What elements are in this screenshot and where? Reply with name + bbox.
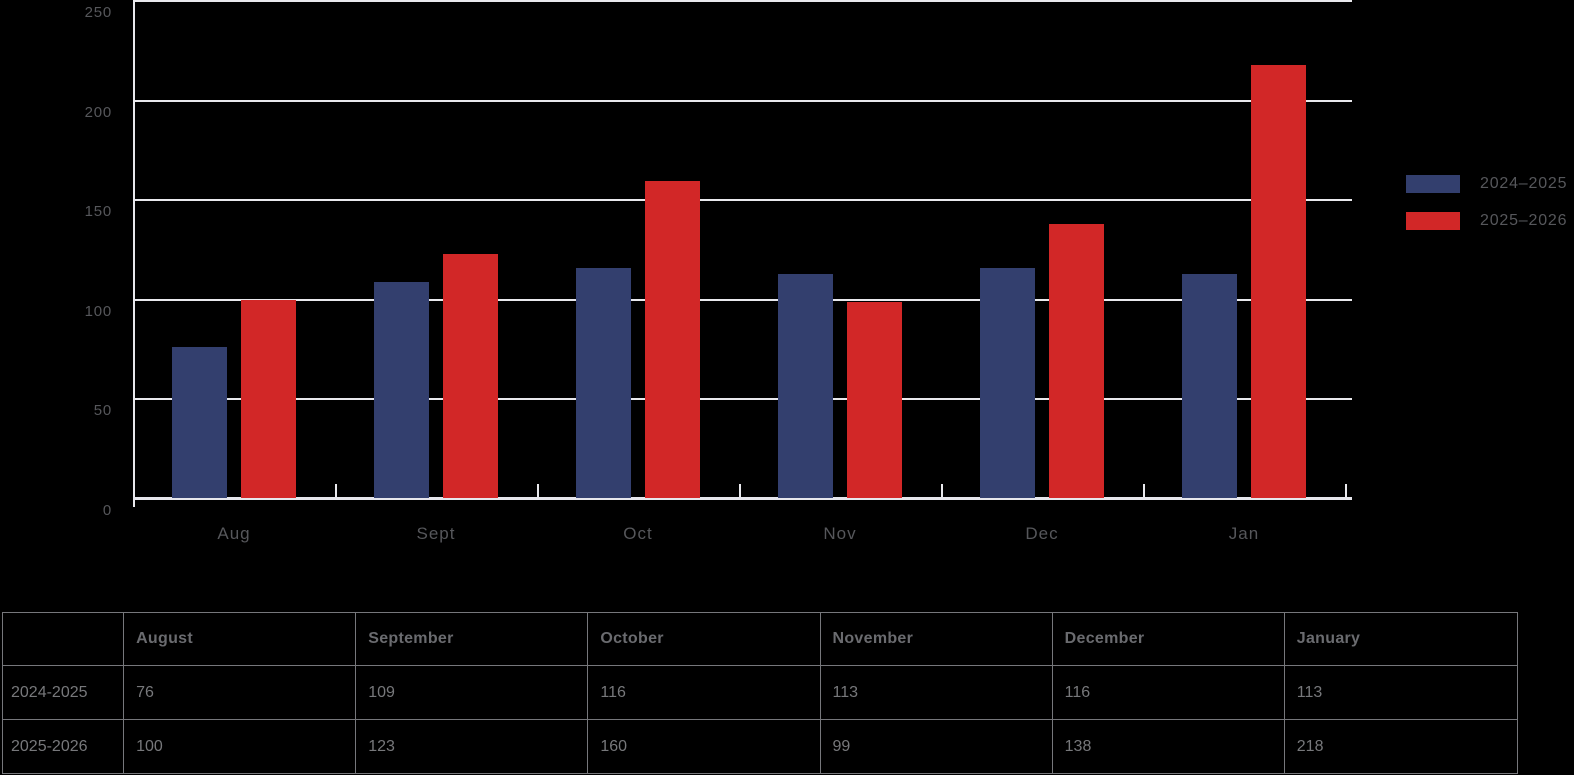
y-axis-labels: 0 50 100 150 200 250 [0, 0, 112, 520]
table-row-label-2024-2025: 2024-2025 [1, 665, 125, 720]
x-axis-tick [1344, 484, 1347, 497]
gridline-250 [133, 0, 1352, 2]
table-cell-2024-2025-october: 116 [587, 665, 821, 720]
bar-2025-2026-aug [241, 300, 296, 498]
table-header-cell-september: September [355, 612, 589, 666]
table-header-cell-january: January [1283, 612, 1519, 666]
table-header-cell-august: August [123, 612, 357, 666]
bar-2024-2025-jan [1182, 274, 1237, 498]
gridline-50 [133, 398, 1352, 401]
x-axis-label-oct: Oct [623, 524, 653, 543]
x-axis-tick [334, 484, 337, 497]
x-axis-label-sept: Sept [416, 524, 456, 543]
x-axis-tick [940, 484, 943, 497]
legend-label-2025-2026: 2025–2026 [1480, 212, 1568, 229]
x-axis-tick [738, 484, 741, 497]
legend: 2024–2025 2025–2026 [1406, 175, 1567, 249]
x-axis-line [133, 497, 1352, 500]
table-cell-2024-2025-august: 76 [123, 665, 357, 720]
legend-item-2024-2025: 2024–2025 [1406, 175, 1567, 193]
x-axis-label-nov: Nov [823, 524, 857, 543]
table-cell-2024-2025-september: 109 [355, 665, 589, 720]
table-row-2025-2026: 2025-2026 100 123 160 99 138 218 [1, 719, 1519, 774]
legend-swatch-2025-2026 [1406, 212, 1460, 230]
data-table: August September October November December Ja… [1, 612, 1519, 774]
bar-2024-2025-oct [576, 268, 631, 498]
x-axis-label-dec: Dec [1025, 524, 1059, 543]
bar-2025-2026-dec [1049, 224, 1104, 498]
table-cell-2024-2025-november: 113 [819, 665, 1053, 720]
legend-label-2024-2025: 2024–2025 [1480, 175, 1568, 192]
gridline-150 [133, 199, 1352, 202]
table-cell-2025-2026-january: 218 [1283, 719, 1519, 774]
gridline-200 [133, 99, 1352, 102]
bar-2025-2026-oct [645, 181, 700, 498]
x-axis-tick [536, 484, 539, 497]
table-cell-2025-2026-november: 99 [819, 719, 1053, 774]
table-cell-2025-2026-august: 100 [123, 719, 357, 774]
table-cell-2025-2026-september: 123 [355, 719, 589, 774]
legend-swatch-2024-2025 [1406, 175, 1460, 193]
y-axis-line [133, 0, 135, 507]
table-cell-2025-2026-october: 160 [587, 719, 821, 774]
table-header-cell-november: November [819, 612, 1053, 666]
y-axis-tick-label-150: 150 [84, 203, 112, 220]
table-header-row-tr: August September October November December Ja… [1, 612, 1519, 666]
plot-area [133, 0, 1352, 507]
legend-item-2025-2026: 2025–2026 [1406, 212, 1567, 230]
bar-2024-2025-nov [778, 274, 833, 498]
bar-2024-2025-dec [980, 268, 1035, 498]
x-axis-tick [1142, 484, 1145, 497]
table-row-2024-2025: 2024-2025 76 109 116 113 116 113 [1, 665, 1519, 720]
y-axis-tick-label-250: 250 [84, 4, 112, 21]
table-header-cell-october: October [587, 612, 821, 666]
bar-2024-2025-aug [172, 347, 227, 498]
y-axis-tick-label-0: 0 [102, 502, 112, 519]
table-cell-2025-2026-december: 138 [1051, 719, 1285, 774]
x-axis-label-aug: Aug [217, 524, 251, 543]
bar-chart: 0 50 100 150 200 250 Aug Sept Oct Nov Dec Jan 2024… [0, 0, 1567, 543]
bar-2024-2025-sept [374, 282, 429, 498]
y-axis-tick-label-100: 100 [84, 303, 112, 320]
bar-2025-2026-sept [443, 254, 498, 498]
table-cell-2024-2025-january: 113 [1283, 665, 1519, 720]
table-header-row: August September October November December Ja… [1, 612, 1519, 666]
table-cell-2024-2025-december: 116 [1051, 665, 1285, 720]
table-header-cell-december: December [1051, 612, 1285, 666]
gridline-100 [133, 298, 1352, 301]
bar-2025-2026-nov [847, 302, 902, 498]
x-axis-label-jan: Jan [1228, 524, 1260, 543]
y-axis-tick-label-50: 50 [93, 402, 112, 419]
bar-2025-2026-jan [1251, 65, 1306, 498]
table-body: 2024-2025 76 109 116 113 116 113 2025-2026 100 12… [1, 665, 1519, 774]
y-axis-tick-label-200: 200 [84, 104, 112, 121]
table-row-label-2025-2026: 2025-2026 [1, 719, 125, 774]
table-header-cell-empty [1, 612, 125, 666]
